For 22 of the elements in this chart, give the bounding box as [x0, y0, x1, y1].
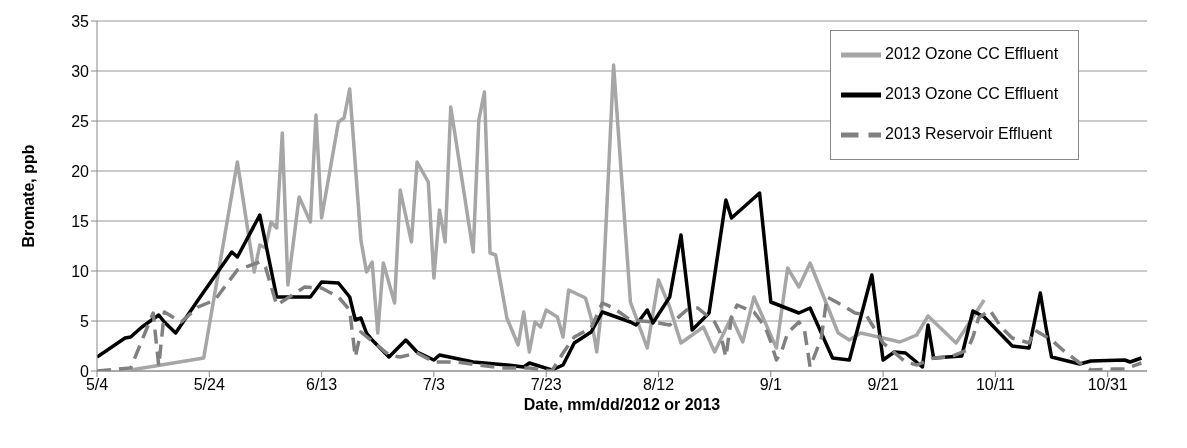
x-tick-label: 9/21: [867, 376, 899, 394]
y-axis-title: Bromate, ppb: [19, 144, 37, 248]
x-tick-label: 6/13: [306, 376, 338, 394]
y-tick-label: 35: [71, 12, 90, 30]
y-tick-label: 10: [71, 262, 90, 280]
x-tick-label: 9/1: [759, 376, 783, 394]
y-tick-label: 15: [71, 212, 90, 230]
x-tick-label: 8/12: [642, 376, 675, 394]
y-tick-label: 5: [80, 312, 90, 330]
x-tick-label: 5/4: [85, 376, 109, 394]
y-tick-label: 30: [71, 62, 90, 80]
x-axis-title: Date, mm/dd/2012 or 2013: [523, 396, 721, 413]
x-tick-label: 7/23: [530, 376, 562, 394]
x-tick-label: 5/24: [193, 376, 225, 394]
x-tick-label: 10/31: [1087, 376, 1128, 394]
legend-label: 2012 Ozone CC Effluent: [885, 45, 1059, 63]
x-tick-label: 10/11: [975, 376, 1015, 394]
x-tick-label: 7/3: [422, 376, 446, 394]
legend-label: 2013 Reservoir Effluent: [885, 125, 1052, 143]
legend-label: 2013 Ozone CC Effluent: [885, 85, 1059, 103]
y-tick-label: 25: [71, 112, 90, 130]
y-tick-label: 20: [71, 162, 90, 180]
